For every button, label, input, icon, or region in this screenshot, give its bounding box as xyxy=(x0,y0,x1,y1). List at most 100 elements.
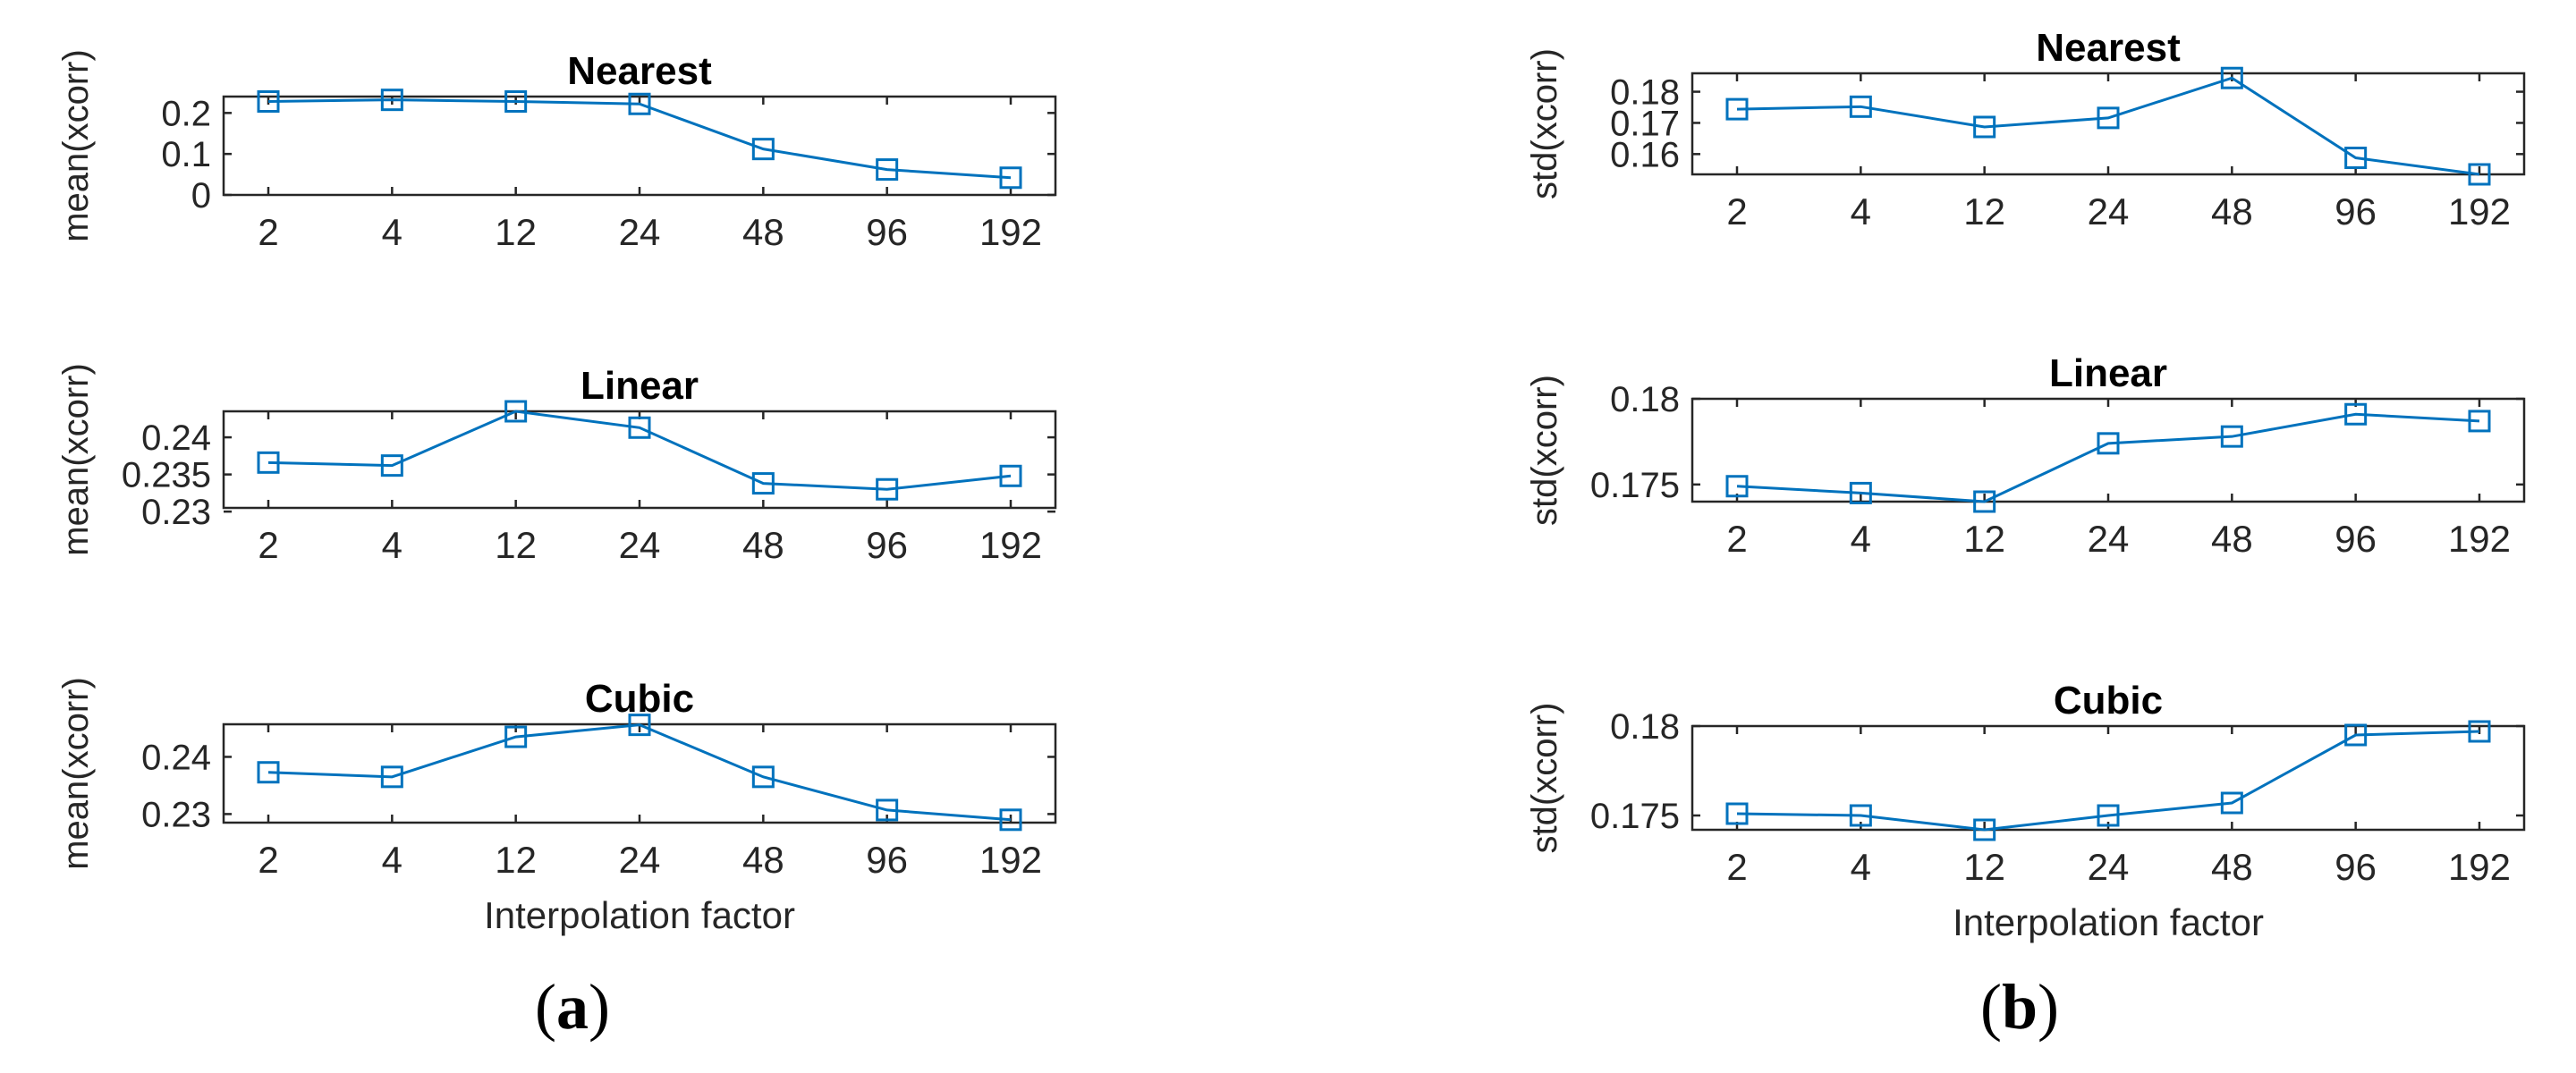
data-point-b-nearest xyxy=(1973,115,1996,139)
data-point-a-linear xyxy=(380,454,403,477)
y-axis-label-b-linear: std(xcorr) xyxy=(1525,375,1564,526)
data-point-a-nearest xyxy=(380,89,403,112)
data-point-b-nearest xyxy=(2220,66,2243,89)
y-axis-label-a-cubic: mean(xcorr) xyxy=(56,677,96,870)
x-tick-label-a-linear: 48 xyxy=(742,524,784,566)
x-tick-label-a-linear: 12 xyxy=(495,524,537,566)
x-tick-label-b-linear: 4 xyxy=(1851,518,1871,560)
x-tick-label-b-cubic: 192 xyxy=(2448,846,2511,888)
y-tick-label-b-nearest: 0.16 xyxy=(1610,135,1680,174)
series-line-a-cubic xyxy=(267,723,1012,822)
data-point-a-cubic xyxy=(628,714,651,737)
y-tick-label-b-linear: 0.18 xyxy=(1610,380,1680,419)
data-point-a-cubic xyxy=(999,808,1022,832)
data-point-b-linear xyxy=(2220,425,2243,448)
x-tick-label-b-nearest: 2 xyxy=(1726,190,1747,232)
plot-frame-a-nearest xyxy=(222,95,1057,197)
data-point-a-nearest xyxy=(876,158,899,182)
x-tick-label-a-linear: 4 xyxy=(382,524,402,566)
x-tick-label-b-linear: 12 xyxy=(1963,518,2005,560)
x-tick-label-b-nearest: 96 xyxy=(2334,190,2377,232)
y-tick-label-b-nearest: 0.17 xyxy=(1610,104,1680,143)
plot-frame-b-nearest xyxy=(1690,72,2526,176)
data-point-a-nearest xyxy=(257,90,280,113)
x-tick-label-b-nearest: 24 xyxy=(2088,190,2130,232)
y-tick-label-b-cubic: 0.175 xyxy=(1590,797,1680,836)
x-tick-label-a-cubic: 192 xyxy=(979,839,1042,881)
y-axis-label-b-nearest: std(xcorr) xyxy=(1525,48,1564,199)
y-tick-label-a-linear: 0.23 xyxy=(141,493,211,532)
x-tick-label-a-nearest: 2 xyxy=(258,211,278,253)
x-tick-label-a-cubic: 48 xyxy=(742,839,784,881)
chart-title-b-cubic: Cubic xyxy=(2054,679,2163,722)
x-axis-label-a-cubic: Interpolation factor xyxy=(484,894,795,936)
x-tick-label-a-nearest: 4 xyxy=(382,211,402,253)
data-point-b-cubic xyxy=(2344,723,2368,747)
x-tick-label-a-cubic: 4 xyxy=(382,839,402,881)
data-point-b-linear xyxy=(1849,481,1872,504)
data-point-a-linear xyxy=(257,451,280,474)
data-point-b-cubic xyxy=(2097,804,2120,827)
y-axis-label-a-linear: mean(xcorr) xyxy=(56,363,96,556)
data-point-b-cubic xyxy=(1849,804,1872,827)
data-point-a-nearest xyxy=(504,90,528,113)
x-tick-label-b-linear: 2 xyxy=(1726,518,1747,560)
x-tick-label-a-cubic: 2 xyxy=(258,839,278,881)
series-line-b-cubic xyxy=(1736,730,2480,832)
series-line-a-linear xyxy=(267,410,1012,491)
data-point-b-cubic xyxy=(2468,720,2491,743)
x-tick-label-a-nearest: 12 xyxy=(495,211,537,253)
chart-title-a-nearest: Nearest xyxy=(567,49,712,93)
data-point-a-cubic xyxy=(257,761,280,784)
data-point-a-cubic xyxy=(876,798,899,822)
plot-frame-b-linear xyxy=(1690,397,2526,503)
data-point-b-nearest xyxy=(1725,97,1749,121)
data-point-b-linear xyxy=(2097,432,2120,455)
data-point-b-linear xyxy=(2468,410,2491,433)
x-tick-label-a-cubic: 24 xyxy=(619,839,661,881)
y-tick-label-a-cubic: 0.23 xyxy=(141,795,211,834)
x-tick-label-b-cubic: 2 xyxy=(1726,846,1747,888)
x-tick-label-b-cubic: 4 xyxy=(1851,846,1871,888)
chart-title-a-linear: Linear xyxy=(580,364,699,408)
y-axis-label-a-nearest: mean(xcorr) xyxy=(56,49,96,242)
data-point-a-cubic xyxy=(380,765,403,789)
y-tick-label-a-nearest: 0.1 xyxy=(161,135,211,174)
x-tick-label-b-linear: 48 xyxy=(2211,518,2253,560)
data-point-b-nearest xyxy=(2344,147,2368,170)
y-tick-label-a-cubic: 0.24 xyxy=(141,738,211,777)
x-tick-label-a-linear: 2 xyxy=(258,524,278,566)
data-point-a-nearest xyxy=(628,92,651,115)
data-point-b-linear xyxy=(1973,490,1996,513)
x-tick-label-a-nearest: 96 xyxy=(866,211,908,253)
data-point-a-linear xyxy=(751,472,775,495)
y-tick-label-b-cubic: 0.18 xyxy=(1610,707,1680,747)
data-point-a-linear xyxy=(504,400,528,423)
data-point-b-cubic xyxy=(1725,802,1749,825)
data-point-a-linear xyxy=(628,416,651,439)
series-line-a-nearest xyxy=(267,98,1012,180)
data-point-a-linear xyxy=(876,477,899,501)
plot-frame-a-cubic xyxy=(222,722,1057,824)
x-tick-label-a-nearest: 48 xyxy=(742,211,784,253)
x-axis-label-b-cubic: Interpolation factor xyxy=(1953,901,2264,943)
data-point-a-nearest xyxy=(751,138,775,161)
data-point-b-linear xyxy=(2344,402,2368,426)
data-point-b-nearest xyxy=(2468,163,2491,186)
chart-title-b-nearest: Nearest xyxy=(2036,26,2181,70)
y-tick-label-a-linear: 0.235 xyxy=(122,456,211,495)
x-tick-label-b-linear: 192 xyxy=(2448,518,2511,560)
x-tick-label-b-nearest: 12 xyxy=(1963,190,2005,232)
series-line-b-nearest xyxy=(1736,76,2480,176)
y-tick-label-a-linear: 0.24 xyxy=(141,418,211,458)
data-point-b-cubic xyxy=(2220,791,2243,815)
x-tick-label-a-linear: 192 xyxy=(979,524,1042,566)
panel-label-b: (b) xyxy=(1979,971,2060,1043)
x-tick-label-b-nearest: 192 xyxy=(2448,190,2511,232)
panel-label-a: (a) xyxy=(535,971,610,1043)
x-tick-label-b-linear: 24 xyxy=(2088,518,2130,560)
x-tick-label-a-linear: 24 xyxy=(619,524,661,566)
x-tick-label-b-cubic: 48 xyxy=(2211,846,2253,888)
x-tick-label-a-nearest: 192 xyxy=(979,211,1042,253)
